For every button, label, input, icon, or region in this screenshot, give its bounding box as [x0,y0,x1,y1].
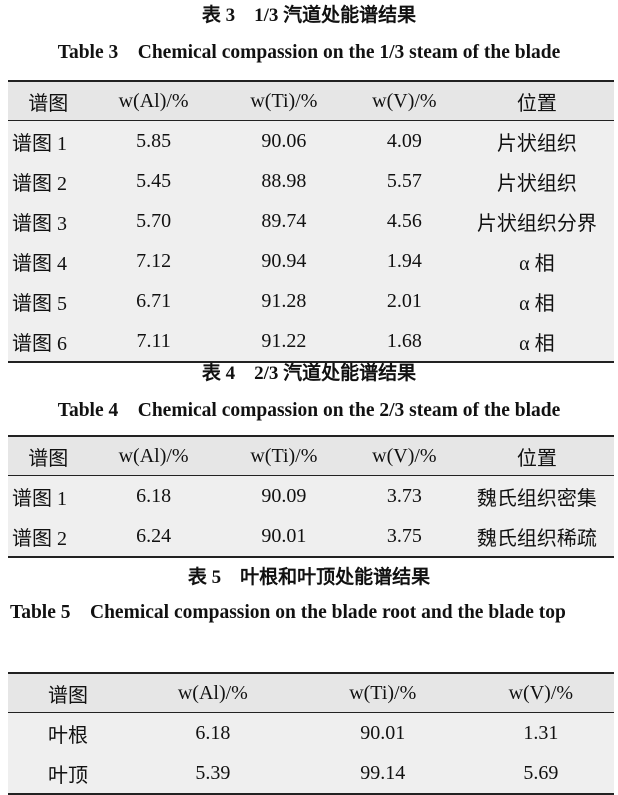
column-header: w(Al)/% [127,672,298,713]
table-row: 谱图 6 7.11 91.22 1.68 α 相 [8,321,614,363]
table-cell: 3.75 [349,516,460,558]
header-row: 谱图 w(Al)/% w(Ti)/% w(V)/% 位置 [8,435,614,476]
table4-caption-en: Table 4 Chemical compassion on the 2/3 s… [57,400,561,421]
table-cell: 5.57 [386,169,422,192]
column-header: 谱图 [8,435,89,476]
table-cell: 89.74 [261,209,307,232]
table-cell: 谱图 1 [12,487,67,510]
column-header: w(V)/% [349,435,460,476]
table-cell: 片状组织分界 [476,212,597,235]
table-cell: 谱图 5 [12,292,67,315]
table-cell: 90.94 [261,249,307,272]
table5-caption-cn: 表 5 叶根和叶顶处能谱结果 [187,567,431,588]
table4: 谱图 w(Al)/% w(Ti)/% w(V)/% 位置谱图 1 6.18 90.09 3.7… [8,435,614,558]
table-cell: 90.01 [360,721,406,744]
table-cell: 魏氏组织稀疏 [459,516,614,558]
column-header: w(Ti)/% [218,435,349,476]
column-header: w(Ti)/% [297,672,468,713]
table3-caption-cn: 表 3 1/3 汽道处能谱结果 [201,5,417,26]
table-row: 谱图 5 6.71 91.28 2.01 α 相 [8,281,614,321]
column-header: w(V)/% [349,80,460,121]
table-cell: 90.09 [261,484,307,507]
column-header: 位置 [459,435,614,476]
table-cell: 6.24 [88,516,219,558]
column-header: w(Ti)/% [218,80,349,121]
table5: 谱图 w(Al)/% w(Ti)/% w(V)/% 叶根 6.18 90.01 1.31 叶顶 5… [8,672,614,795]
table-cell: 片状组织 [496,172,577,195]
table-row: 谱图 4 7.12 90.94 1.94 α 相 [8,241,614,281]
column-header: 谱图 [8,80,89,121]
table-cell: 90.06 [261,129,307,152]
table-cell: 谱图 4 [12,252,67,275]
table-cell: 谱图 1 [12,132,67,155]
table-cell: 5.70 [136,209,172,232]
table5-caption-en: Table 5 Chemical compassion on the blade… [10,602,566,623]
table-row: 谱图 3 5.70 89.74 4.56 片状组织分界 [8,201,614,241]
header-row: 谱图 w(Al)/% w(Ti)/% w(V)/% [8,672,614,713]
table-cell: 6.18 [136,484,172,507]
table3: 谱图 w(Al)/% w(Ti)/% w(V)/% 位置谱图 1 5.85 90.06 4.0… [8,80,614,363]
table-cell: 5.45 [136,169,172,192]
table-row: 叶根 6.18 90.01 1.31 [8,713,614,754]
table-cell: α 相 [519,252,555,275]
table-cell: 6.18 [195,721,231,744]
table-cell: 谱图 6 [8,321,89,363]
column-header: w(V)/% [467,672,614,713]
table-cell: 谱图 3 [12,212,67,235]
table-cell: 谱图 2 [8,516,89,558]
table-cell: 4.56 [386,209,422,232]
table-cell: 90.01 [218,516,349,558]
table-row: 谱图 2 5.45 88.98 5.57 片状组织 [8,161,614,201]
table-cell: 91.22 [218,321,349,363]
table-row: 谱图 1 6.18 90.09 3.73 魏氏组织密集 [8,476,614,517]
table-cell: 魏氏组织密集 [476,487,597,510]
table3-caption-en: Table 3 Chemical compassion on the 1/3 s… [57,42,561,63]
table-cell: 5.85 [136,129,172,152]
table-cell: 91.28 [261,289,307,312]
column-header: 位置 [459,80,614,121]
table-cell: α 相 [519,292,555,315]
table-cell: 2.01 [386,289,422,312]
table-cell: 7.11 [88,321,219,363]
table-cell: 7.12 [136,249,172,272]
table4-caption-cn: 表 4 2/3 汽道处能谱结果 [201,363,417,384]
table-cell: 谱图 2 [12,172,67,195]
table-cell: 6.71 [136,289,172,312]
table-cell: 4.09 [386,129,422,152]
column-header: w(Al)/% [88,80,219,121]
table-row: 谱图 1 5.85 90.06 4.09 片状组织 [8,121,614,162]
table-cell: 1.68 [349,321,460,363]
table-cell: 片状组织 [496,132,577,155]
column-header: 谱图 [8,672,128,713]
header-row: 谱图 w(Al)/% w(Ti)/% w(V)/% 位置 [8,80,614,121]
table-cell: 叶根 [47,724,88,747]
column-header: w(Al)/% [88,435,219,476]
table-cell: 3.73 [386,484,422,507]
table-cell: 1.94 [386,249,422,272]
table-cell: 1.31 [523,721,559,744]
table-cell: α 相 [459,321,614,363]
table-row: 谱图 2 6.24 90.01 3.75 魏氏组织稀疏 [8,516,614,558]
table-cell: 88.98 [261,169,307,192]
